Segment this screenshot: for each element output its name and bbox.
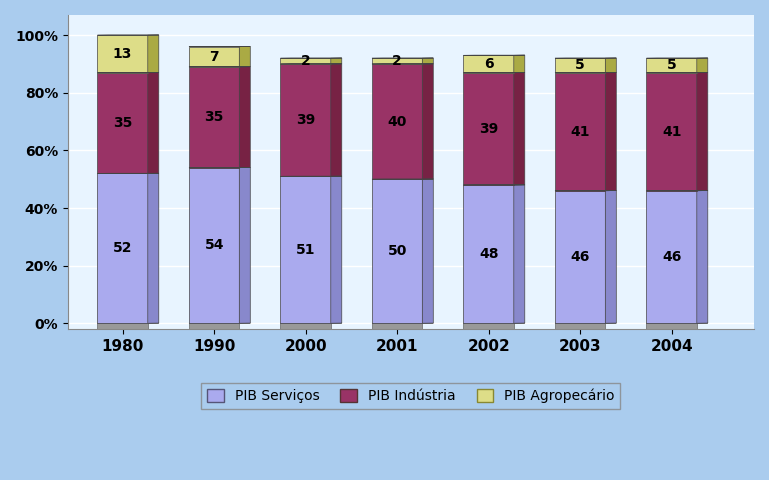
Bar xyxy=(555,323,605,329)
Text: 6: 6 xyxy=(484,57,494,71)
Polygon shape xyxy=(331,64,341,176)
Text: 50: 50 xyxy=(388,244,407,258)
Text: 48: 48 xyxy=(479,247,498,261)
Text: 51: 51 xyxy=(296,243,315,257)
Polygon shape xyxy=(422,58,433,64)
Text: 52: 52 xyxy=(113,241,132,255)
Bar xyxy=(555,58,605,72)
Bar xyxy=(281,176,331,323)
Text: 39: 39 xyxy=(296,113,315,127)
Bar xyxy=(281,58,331,64)
Bar xyxy=(372,323,422,329)
Bar xyxy=(98,72,148,173)
Bar xyxy=(98,323,148,329)
Polygon shape xyxy=(148,35,158,72)
Bar xyxy=(281,64,331,176)
Polygon shape xyxy=(605,58,616,72)
Polygon shape xyxy=(514,72,524,185)
Bar xyxy=(189,323,239,329)
Bar xyxy=(98,35,148,72)
Polygon shape xyxy=(422,64,433,179)
Bar xyxy=(189,67,239,168)
Bar xyxy=(372,58,422,64)
Polygon shape xyxy=(697,72,707,191)
Polygon shape xyxy=(239,67,250,168)
Text: 41: 41 xyxy=(662,125,681,139)
Polygon shape xyxy=(697,191,707,323)
Polygon shape xyxy=(331,176,341,323)
Bar xyxy=(555,191,605,323)
Polygon shape xyxy=(148,173,158,323)
Text: 35: 35 xyxy=(113,116,132,130)
Text: 41: 41 xyxy=(571,125,590,139)
Bar xyxy=(647,58,697,72)
Polygon shape xyxy=(605,72,616,191)
Text: 5: 5 xyxy=(667,59,677,72)
Bar xyxy=(189,47,239,67)
Bar xyxy=(372,64,422,179)
Bar xyxy=(281,323,331,329)
Text: 2: 2 xyxy=(392,54,402,68)
Polygon shape xyxy=(331,58,341,64)
Bar xyxy=(464,323,514,329)
Text: 40: 40 xyxy=(388,115,407,129)
Polygon shape xyxy=(605,191,616,323)
Polygon shape xyxy=(514,185,524,323)
Bar xyxy=(464,185,514,323)
Bar xyxy=(98,173,148,323)
Text: 7: 7 xyxy=(209,50,219,64)
Bar xyxy=(189,168,239,323)
Polygon shape xyxy=(422,179,433,323)
Bar xyxy=(372,179,422,323)
Text: 46: 46 xyxy=(571,250,590,264)
Polygon shape xyxy=(239,47,250,67)
Bar xyxy=(464,72,514,185)
Text: 54: 54 xyxy=(205,239,224,252)
Legend: PIB Serviços, PIB Indústria, PIB Agropecário: PIB Serviços, PIB Indústria, PIB Agropec… xyxy=(201,383,621,408)
Text: 39: 39 xyxy=(479,122,498,136)
Text: 5: 5 xyxy=(575,59,585,72)
Bar xyxy=(464,55,514,72)
Bar xyxy=(647,323,697,329)
Text: 2: 2 xyxy=(301,54,311,68)
Text: 46: 46 xyxy=(662,250,681,264)
Bar xyxy=(647,191,697,323)
Polygon shape xyxy=(239,168,250,323)
Polygon shape xyxy=(697,58,707,72)
Bar xyxy=(555,72,605,191)
Text: 13: 13 xyxy=(113,47,132,61)
Text: 35: 35 xyxy=(205,110,224,124)
Polygon shape xyxy=(148,72,158,173)
Polygon shape xyxy=(514,55,524,72)
Bar xyxy=(647,72,697,191)
